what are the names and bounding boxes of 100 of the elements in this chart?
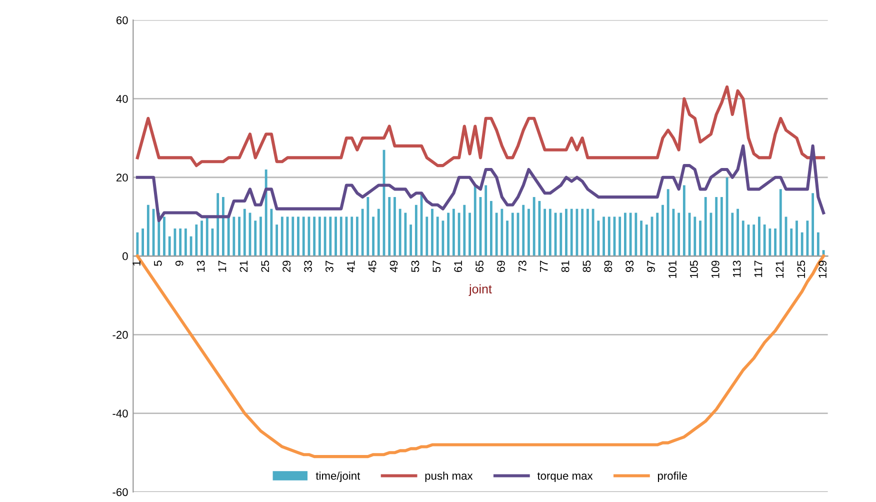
- x-tick-label: 9: [175, 260, 184, 266]
- bar: [694, 216, 696, 256]
- bar: [297, 216, 300, 256]
- bar: [136, 232, 139, 256]
- bar: [350, 216, 354, 256]
- bar: [768, 228, 772, 256]
- bar: [200, 220, 203, 256]
- bar: [168, 236, 171, 256]
- bar: [179, 228, 182, 256]
- bar: [264, 170, 268, 256]
- x-tick-label: 117: [754, 260, 762, 278]
- x-tick-label: 109: [711, 260, 720, 278]
- x-tick-label: 77: [540, 260, 548, 272]
- x-tick-label: 85: [582, 260, 591, 272]
- bar: [206, 216, 208, 256]
- bar: [560, 212, 562, 256]
- bar: [436, 216, 439, 256]
- bar: [292, 216, 294, 256]
- x-tick-label: 65: [476, 260, 484, 272]
- x-tick-label: 73: [518, 260, 526, 272]
- bar: [410, 224, 412, 256]
- bar: [302, 216, 305, 256]
- bar: [812, 193, 814, 256]
- bar: [800, 232, 804, 256]
- bar: [774, 228, 776, 256]
- y-tick-label: -20: [112, 330, 128, 339]
- x-tick-label: 93: [626, 260, 634, 272]
- y-tick-label: -40: [112, 410, 128, 418]
- bar: [490, 200, 492, 256]
- legend-label: profile: [658, 472, 688, 482]
- bar: [163, 216, 166, 256]
- bar: [334, 216, 337, 256]
- bar: [426, 216, 428, 256]
- bar: [634, 212, 638, 256]
- bar: [731, 212, 734, 256]
- x-tick-label: 113: [732, 260, 741, 278]
- bar: [495, 212, 498, 256]
- bar: [678, 212, 680, 256]
- bar: [468, 212, 471, 256]
- x-tick-label: 101: [668, 260, 676, 278]
- y-tick-label: 20: [116, 174, 128, 182]
- x-tick-label: 41: [347, 260, 355, 272]
- bar: [528, 208, 530, 256]
- bar: [216, 193, 220, 256]
- x-tick-label: 49: [390, 260, 398, 272]
- bar: [538, 200, 541, 256]
- bar: [656, 212, 659, 256]
- bar: [280, 216, 284, 256]
- bar: [645, 224, 648, 256]
- bar: [720, 197, 723, 256]
- bar: [452, 208, 455, 256]
- x-tick-label: 21: [240, 260, 248, 272]
- bar: [726, 177, 728, 256]
- x-tick-label: 105: [690, 260, 698, 278]
- legend-label: torque max: [537, 472, 593, 482]
- legend-label: time/joint: [316, 472, 360, 482]
- bar: [662, 204, 664, 256]
- bar: [796, 220, 798, 256]
- bar: [232, 216, 236, 256]
- x-axis-title: joint: [468, 284, 492, 296]
- bar: [340, 216, 342, 256]
- bar: [463, 204, 466, 256]
- y-tick-label: 60: [116, 16, 128, 24]
- x-tick-label: 1: [132, 260, 140, 266]
- bar: [431, 208, 434, 256]
- x-tick-label: 37: [326, 260, 334, 272]
- bar: [511, 212, 514, 256]
- bar: [184, 228, 187, 256]
- bar: [222, 197, 224, 256]
- bar: [243, 208, 246, 256]
- x-tick-label: 89: [604, 260, 612, 272]
- legend-label: push max: [425, 472, 473, 482]
- bar: [276, 224, 278, 256]
- bar: [270, 208, 273, 256]
- bar: [618, 216, 622, 256]
- bar: [704, 197, 707, 256]
- bar: [736, 208, 739, 256]
- bar: [608, 216, 610, 256]
- bar: [666, 189, 670, 256]
- bar: [356, 216, 358, 256]
- bar: [484, 185, 488, 256]
- bar: [699, 220, 702, 256]
- bar: [146, 204, 150, 256]
- bar: [254, 220, 257, 256]
- bar: [624, 212, 626, 256]
- x-tick-label: 57: [432, 260, 441, 272]
- bar: [532, 197, 536, 256]
- bar: [763, 224, 766, 256]
- x-tick-label: 33: [304, 260, 312, 272]
- bar: [715, 197, 718, 256]
- bar: [597, 220, 600, 256]
- bar: [377, 208, 380, 256]
- bar: [398, 208, 402, 256]
- bar: [458, 212, 460, 256]
- x-tick-label: 121: [776, 260, 784, 278]
- bar: [318, 216, 321, 256]
- x-tick-label: 29: [282, 260, 291, 272]
- bar: [816, 232, 820, 256]
- bar: [672, 208, 675, 256]
- y-tick-label: -60: [112, 488, 128, 496]
